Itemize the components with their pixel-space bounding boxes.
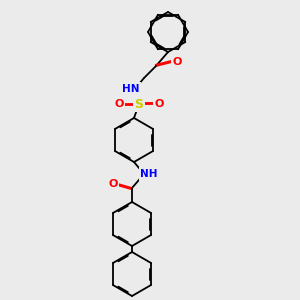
Text: O: O bbox=[154, 99, 164, 109]
Text: NH: NH bbox=[140, 169, 158, 179]
Text: O: O bbox=[172, 57, 182, 67]
Text: O: O bbox=[108, 179, 118, 189]
Text: O: O bbox=[114, 99, 124, 109]
Text: S: S bbox=[134, 98, 143, 110]
Text: HN: HN bbox=[122, 84, 140, 94]
